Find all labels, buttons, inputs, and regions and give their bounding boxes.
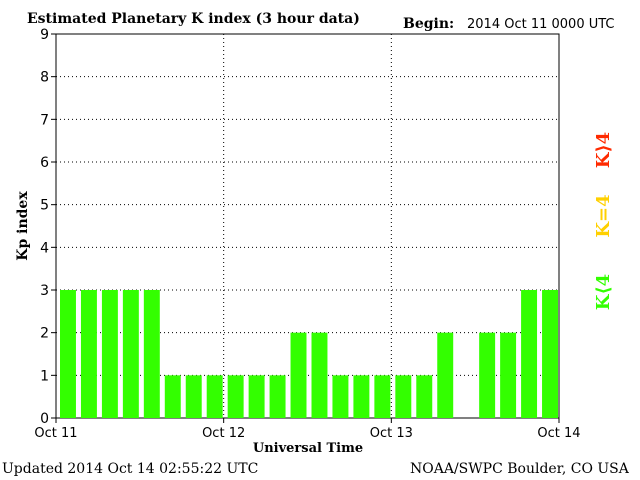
bars xyxy=(60,290,558,418)
legend-low: K⟨4 xyxy=(593,274,614,310)
source-credit: NOAA/SWPC Boulder, CO USA xyxy=(410,461,630,477)
kp-bar xyxy=(500,332,517,418)
kp-bar xyxy=(122,290,139,418)
y-tick-label: 4 xyxy=(40,240,49,256)
legend-equal: K=4 xyxy=(593,194,614,237)
y-tick-label: 8 xyxy=(40,70,49,86)
y-tick-label: 5 xyxy=(40,198,49,214)
kp-bar xyxy=(311,332,328,418)
y-tick-label: 2 xyxy=(40,326,49,342)
x-tick-label: Oct 13 xyxy=(370,426,413,441)
kp-bar xyxy=(60,290,76,418)
kp-bar xyxy=(521,290,538,418)
x-axis-label: Universal Time xyxy=(253,441,363,456)
y-tick-label: 0 xyxy=(40,411,49,427)
kp-bar xyxy=(101,290,118,418)
kp-bar xyxy=(395,375,412,418)
kp-bar xyxy=(416,375,433,418)
kp-bar xyxy=(290,332,307,418)
kp-bar xyxy=(374,375,391,418)
x-ticks: Oct 11 Oct 12 Oct 13 Oct 14 xyxy=(34,418,581,441)
kp-bar xyxy=(269,375,286,418)
kp-bar xyxy=(143,290,160,418)
y-ticks: 0 1 2 3 4 5 6 7 8 9 xyxy=(40,27,56,427)
y-tick-label: 6 xyxy=(40,155,49,171)
x-tick-label: Oct 11 xyxy=(34,426,77,441)
kp-bar xyxy=(164,375,181,418)
kp-bar xyxy=(206,375,223,418)
kp-bar xyxy=(479,332,496,418)
kp-bar xyxy=(227,375,244,418)
gridlines xyxy=(56,34,559,418)
kp-bar xyxy=(353,375,370,418)
x-tick-label: Oct 12 xyxy=(202,426,245,441)
kp-bar xyxy=(332,375,349,418)
begin-value: 2014 Oct 11 0000 UTC xyxy=(467,17,615,32)
y-tick-label: 1 xyxy=(40,368,49,384)
kp-bar xyxy=(80,290,97,418)
kp-bar xyxy=(437,332,454,418)
kp-bar xyxy=(542,290,558,418)
y-tick-label: 3 xyxy=(40,283,49,299)
kp-bar xyxy=(248,375,265,418)
y-axis-label: Kp index xyxy=(15,191,31,261)
y-tick-label: 9 xyxy=(40,27,49,43)
plot-area xyxy=(55,33,560,419)
x-tick-label: Oct 14 xyxy=(537,426,580,441)
y-tick-label: 7 xyxy=(40,112,49,128)
begin-label: Begin: xyxy=(403,16,454,32)
updated-timestamp: Updated 2014 Oct 14 02:55:22 UTC xyxy=(2,461,258,477)
legend-high: K⟩4 xyxy=(593,132,614,168)
kp-bar xyxy=(185,375,202,418)
chart-title: Estimated Planetary K index (3 hour data… xyxy=(27,11,360,27)
